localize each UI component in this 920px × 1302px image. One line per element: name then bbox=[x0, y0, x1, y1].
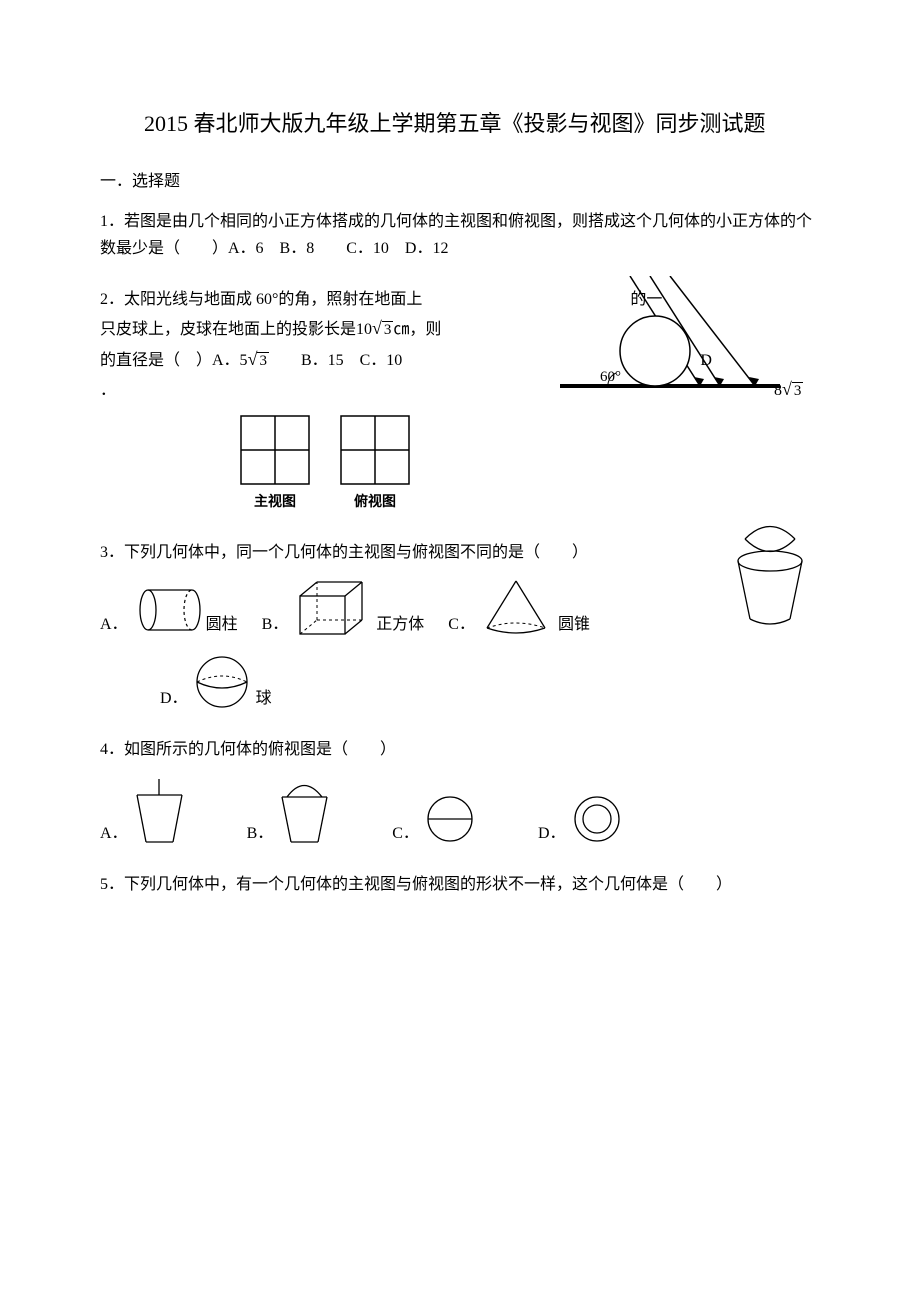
q3-b-label: 正方体 bbox=[376, 611, 424, 638]
q4-a-letter: A． bbox=[100, 820, 128, 847]
q1-views: 主视图 俯视图 bbox=[240, 415, 820, 515]
q4-option-a: A． bbox=[100, 777, 187, 847]
q3-options: A． 圆柱 B． 正方体 bbox=[100, 578, 820, 638]
q5-text: 5．下列几何体中，有一个几何体的主视图与俯视图的形状不一样，这个几何体是（ ） bbox=[100, 871, 820, 898]
q4-option-d: D． bbox=[538, 792, 625, 847]
q4-d-letter: D． bbox=[538, 820, 566, 847]
question-5: 5．下列几何体中，有一个几何体的主视图与俯视图的形状不一样，这个几何体是（ ） bbox=[100, 871, 820, 898]
question-1: 1．若图是由几个相同的小正方体搭成的几何体的主视图和俯视图，则搭成这个几何体的小… bbox=[100, 208, 820, 262]
section-heading-1: 一．选择题 bbox=[100, 168, 820, 195]
q2-l2a: 只皮球上，皮球在地面上的投影长是10 bbox=[100, 321, 372, 338]
double-circle-icon bbox=[570, 792, 625, 847]
top-view-grid bbox=[340, 415, 410, 485]
question-3: 3．下列几何体中，同一个几何体的主视图与俯视图不同的是（ ） A． 圆柱 B． bbox=[100, 539, 820, 712]
q3-text: 3．下列几何体中，同一个几何体的主视图与俯视图不同的是（ ） bbox=[100, 539, 820, 566]
main-view-label: 主视图 bbox=[254, 491, 296, 515]
q4-options: A． B． C． bbox=[100, 777, 820, 847]
sun-ball-diagram: 60° bbox=[560, 276, 780, 406]
bucket-front-icon bbox=[132, 777, 187, 847]
top-view: 俯视图 bbox=[340, 415, 410, 515]
q3-option-c: C． 圆锥 bbox=[448, 578, 590, 638]
q3-d-letter: D． bbox=[160, 685, 188, 712]
q3-a-letter: A． bbox=[100, 611, 128, 638]
cube-icon bbox=[292, 578, 372, 638]
q2-l3a: 的直径是（ ）A．5 bbox=[100, 352, 248, 369]
q4-option-c: C． bbox=[392, 792, 478, 847]
q2-l4a: ． bbox=[100, 382, 116, 399]
cylinder-icon bbox=[132, 583, 202, 638]
q3-option-a: A． 圆柱 bbox=[100, 583, 238, 638]
question-4: 4．如图所示的几何体的俯视图是（ ） A． B． C． bbox=[100, 736, 820, 847]
sqrt-10sqrt3: √3 bbox=[372, 313, 393, 344]
q3-a-label: 圆柱 bbox=[206, 611, 238, 638]
question-2: 2．太阳光线与地面成 60°的角，照射在地面上 的一 只皮球上，皮球在地面上的投… bbox=[100, 286, 820, 515]
main-view: 主视图 bbox=[240, 415, 310, 515]
sphere-icon bbox=[192, 652, 252, 712]
cone-icon bbox=[479, 578, 554, 638]
q4-option-b: B． bbox=[247, 777, 333, 847]
q3-d-label: 球 bbox=[256, 685, 272, 712]
q2-l3b: B．15 C．10 bbox=[269, 352, 402, 369]
page-title: 2015 春北师大版九年级上学期第五章《投影与视图》同步测试题 bbox=[100, 100, 820, 148]
q1-text: 1．若图是由几个相同的小正方体搭成的几何体的主视图和俯视图，则搭成这个几何体的小… bbox=[100, 213, 812, 257]
q4-text: 4．如图所示的几何体的俯视图是（ ） bbox=[100, 736, 820, 763]
main-view-grid bbox=[240, 415, 310, 485]
top-view-label: 俯视图 bbox=[354, 491, 396, 515]
q3-options-2: D． 球 bbox=[160, 652, 820, 712]
q4-c-letter: C． bbox=[392, 820, 419, 847]
q3-option-b: B． 正方体 bbox=[262, 578, 425, 638]
bucket-solid-icon bbox=[730, 519, 810, 629]
q2-l2b: ㎝，则 bbox=[393, 321, 441, 338]
q2-l1a: 2．太阳光线与地面成 60°的角，照射在地面上 bbox=[100, 291, 422, 308]
sqrt-8sqrt3: √3 bbox=[782, 374, 803, 405]
q4-b-letter: B． bbox=[247, 820, 274, 847]
bucket-dome-icon bbox=[277, 777, 332, 847]
sqrt-5sqrt3: √3 bbox=[248, 344, 269, 375]
circle-line-icon bbox=[423, 792, 478, 847]
q3-b-letter: B． bbox=[262, 611, 289, 638]
q3-c-label: 圆锥 bbox=[558, 611, 590, 638]
q3-c-letter: C． bbox=[448, 611, 475, 638]
q3-option-d: D． 球 bbox=[160, 652, 272, 712]
